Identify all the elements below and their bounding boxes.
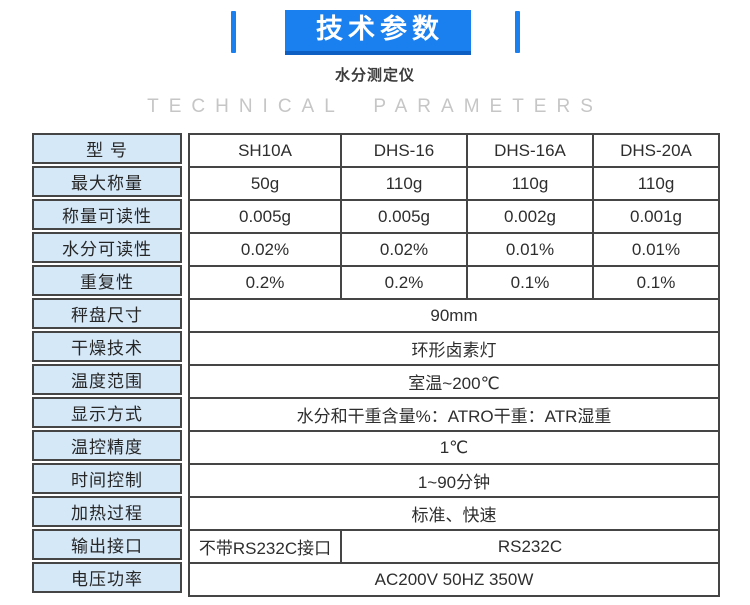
table-cell: 0.2% [188,265,342,300]
table-row: 1℃ [188,430,720,465]
row-label: 干燥技术 [32,331,182,362]
right-accent-bar-icon [514,11,520,53]
table-row: 50g 110g 110g 110g [188,166,720,201]
table-cell: RS232C [340,529,720,564]
header: 技术参数 水分测定仪 TECHNICAL PARAMETERS [0,10,750,118]
table-row: 水分和干重含量%：ATRO干重：ATR湿重 [188,397,720,432]
table-cell: 0.005g [340,199,468,234]
row-label: 电压功率 [32,562,182,593]
table-cell: AC200V 50HZ 350W [188,562,720,597]
table-cell: 0.1% [592,265,720,300]
table-row: 0.02% 0.02% 0.01% 0.01% [188,232,720,267]
row-label: 温控精度 [32,430,182,461]
table-row: 0.2% 0.2% 0.1% 0.1% [188,265,720,300]
table-cell: 室温~200℃ [188,364,720,399]
table-cell: 1~90分钟 [188,463,720,498]
row-label: 型 号 [32,133,182,164]
table-cell: 50g [188,166,342,201]
table-cell: SH10A [188,133,342,168]
table-row: 90mm [188,298,720,333]
table-cell: 水分和干重含量%：ATRO干重：ATR湿重 [188,397,720,432]
row-label: 重复性 [32,265,182,296]
table-cell: 0.02% [188,232,342,267]
table-row: 0.005g 0.005g 0.002g 0.001g [188,199,720,234]
row-label: 输出接口 [32,529,182,560]
row-label: 温度范围 [32,364,182,395]
table-cell: DHS-20A [592,133,720,168]
table-row: 室温~200℃ [188,364,720,399]
table-cell: 0.005g [188,199,342,234]
table-cell: 不带RS232C接口 [188,529,342,564]
left-accent-bar-icon [230,11,236,53]
table-row: AC200V 50HZ 350W [188,562,720,597]
row-label: 加热过程 [32,496,182,527]
table-cell: 0.01% [592,232,720,267]
page-title: 技术参数 [316,13,444,44]
table-cell: 110g [340,166,468,201]
table-cell: 110g [592,166,720,201]
spec-table-region: 型 号最大称量 称量可读性 水分可读性 重复性 秤盘尺寸 干燥技术 温度范围 显示方式 温控精度… [32,133,720,597]
row-label: 水分可读性 [32,232,182,263]
banner-row: 技术参数 [0,10,750,55]
title-banner: 技术参数 [284,10,471,55]
product-subtitle: 水分测定仪 [334,67,415,84]
table-cell: 0.01% [466,232,594,267]
table-cell: 0.1% [466,265,594,300]
table-row: 标准、快速 [188,496,720,531]
table-cell: 标准、快速 [188,496,720,531]
table-row: SH10A DHS-16 DHS-16A DHS-20A [188,133,720,168]
spec-label-column: 型 号最大称量 称量可读性 水分可读性 重复性 秤盘尺寸 干燥技术 温度范围 显示方式 温控精度… [32,133,182,593]
table-cell: 环形卤素灯 [188,331,720,366]
table-row: 环形卤素灯 [188,331,720,366]
row-label: 最大称量 [32,166,182,197]
table-cell: 0.2% [340,265,468,300]
table-cell: DHS-16A [466,133,594,168]
table-cell: 90mm [188,298,720,333]
row-label: 秤盘尺寸 [32,298,182,329]
row-label: 时间控制 [32,463,182,494]
english-title: TECHNICAL PARAMETERS [147,96,603,117]
spec-data-table: SH10A DHS-16 DHS-16A DHS-20A 50g 110g 110g 110g… [188,133,720,597]
table-row: 不带RS232C接口 RS232C [188,529,720,564]
table-cell: 0.02% [340,232,468,267]
table-row: 1~90分钟 [188,463,720,498]
table-cell: DHS-16 [340,133,468,168]
table-cell: 0.002g [466,199,594,234]
row-label: 称量可读性 [32,199,182,230]
row-label: 显示方式 [32,397,182,428]
table-cell: 110g [466,166,594,201]
table-cell: 1℃ [188,430,720,465]
table-cell: 0.001g [592,199,720,234]
